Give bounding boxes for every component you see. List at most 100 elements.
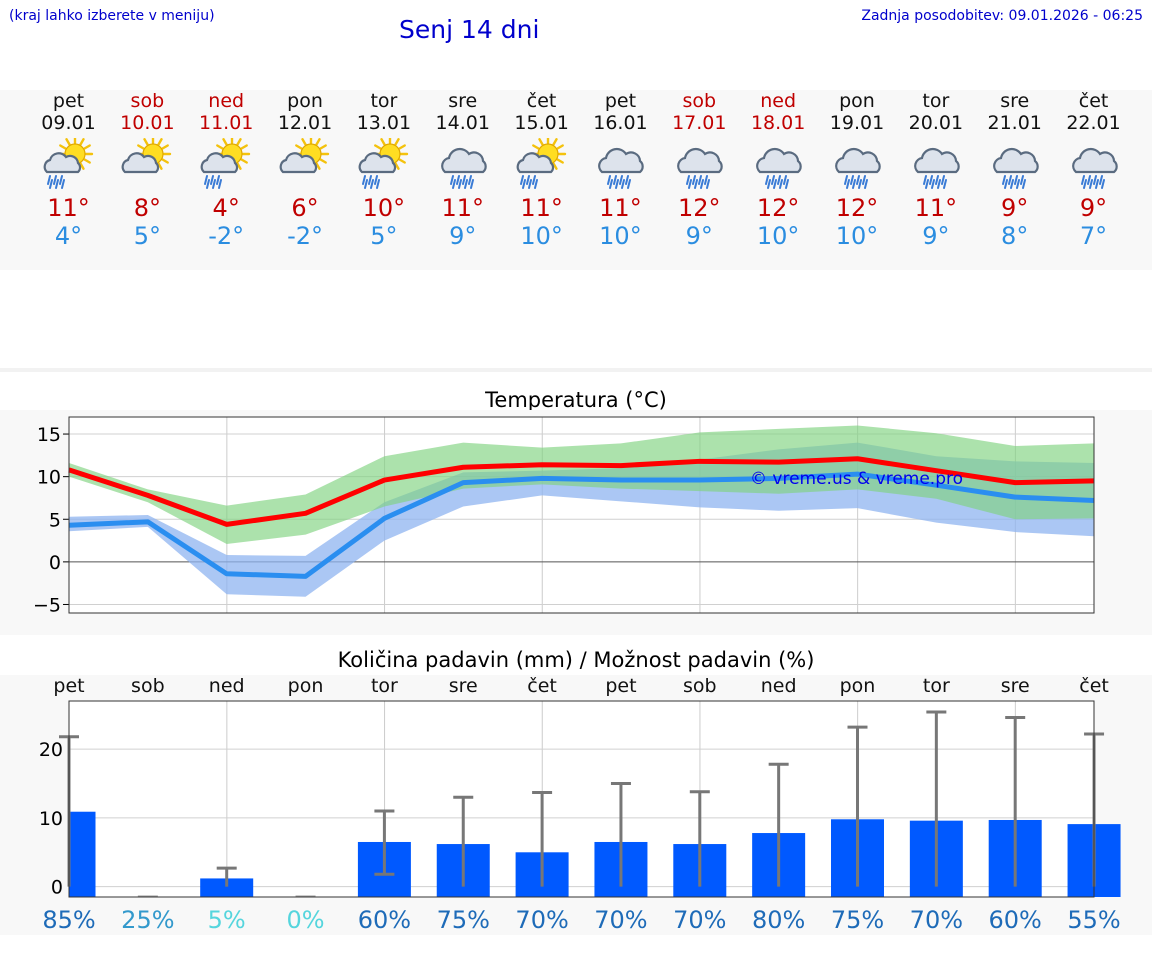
probability-label: 85% xyxy=(42,906,95,934)
temp-max: 8° xyxy=(133,194,161,222)
temp-max: 12° xyxy=(835,194,879,222)
page-title: Senj 14 dni xyxy=(399,15,540,44)
temp-min: 10° xyxy=(520,222,563,250)
sun-cloud-rain-icon xyxy=(200,138,251,189)
temp-min: 5° xyxy=(370,222,398,250)
cloud-rain-icon xyxy=(440,147,487,189)
temperature-chart: −5 0 5 10 15 © vreme.us & vreme.pro xyxy=(33,416,1095,616)
category-label: čet xyxy=(527,675,557,697)
temp-max: 11° xyxy=(520,194,563,222)
temp-min: 4° xyxy=(54,222,83,250)
probability-label: 70% xyxy=(673,906,726,934)
category-label: čet xyxy=(1079,675,1109,697)
day-date: 13.01 xyxy=(356,112,412,134)
temp-min: 5° xyxy=(133,222,161,250)
temp-max: 10° xyxy=(362,194,406,222)
day-date: 14.01 xyxy=(435,112,490,134)
probability-label: 0% xyxy=(287,906,325,934)
y-tick-label: −5 xyxy=(33,594,61,616)
cloud-rain-icon xyxy=(598,147,645,189)
max-temp-line xyxy=(68,456,1095,527)
temp-max: 9° xyxy=(1001,194,1029,222)
day-name: čet xyxy=(1078,90,1109,112)
category-label: sre xyxy=(1001,675,1030,697)
day-name: tor xyxy=(922,90,950,112)
category-label: pet xyxy=(53,675,84,697)
probability-label: 75% xyxy=(831,906,884,934)
day-name: pon xyxy=(839,90,875,112)
min-temp-line xyxy=(68,471,1095,579)
forecast-day: tor 20.01 11° 9° xyxy=(896,90,975,250)
forecast-day: sre 14.01 11° 9° xyxy=(423,90,502,250)
temp-min: 7° xyxy=(1079,222,1108,250)
day-date: 09.01 xyxy=(41,112,96,134)
day-date: 12.01 xyxy=(277,112,333,134)
watermark: © vreme.us & vreme.pro xyxy=(750,469,963,489)
day-date: 15.01 xyxy=(514,112,569,134)
precipitation-chart-title: Količina padavin (mm) / Možnost padavin … xyxy=(337,648,815,672)
cloud-rain-icon xyxy=(992,147,1039,189)
day-date: 10.01 xyxy=(120,112,175,134)
plot-frame xyxy=(68,416,1095,614)
probability-label: 70% xyxy=(594,906,647,934)
day-name: ned xyxy=(760,90,797,112)
category-label: pon xyxy=(840,675,876,697)
day-name: pon xyxy=(287,90,323,112)
cloud-rain-icon xyxy=(835,147,881,189)
day-name: sob xyxy=(130,90,165,112)
day-date: 18.01 xyxy=(750,112,806,134)
temp-max: 11° xyxy=(599,194,642,222)
day-name: pet xyxy=(604,90,637,112)
forecast-day: sre 21.01 9° 8° xyxy=(975,90,1054,250)
forecast-day: ned 18.01 12° 10° xyxy=(739,90,818,250)
temp-min: 10° xyxy=(835,222,879,250)
temp-min: 10° xyxy=(756,222,800,250)
probability-label: 80% xyxy=(752,906,805,934)
category-label: sob xyxy=(683,675,717,697)
temp-max: 11° xyxy=(914,194,958,222)
temp-min: -2° xyxy=(287,222,324,250)
category-label: ned xyxy=(761,675,797,697)
precip-bar xyxy=(69,811,96,897)
sun-cloud-icon xyxy=(121,138,172,174)
probability-label: 70% xyxy=(515,906,568,934)
y-tick-label: 0 xyxy=(51,877,63,899)
day-name: čet xyxy=(526,90,557,112)
category-label: pon xyxy=(288,675,324,697)
forecast-band xyxy=(0,90,1152,270)
forecast-day: pet 09.01 11° 4° xyxy=(29,90,108,250)
category-label: sre xyxy=(449,675,478,697)
temp-min: 8° xyxy=(1001,222,1029,250)
y-tick-label: 10 xyxy=(39,808,63,830)
day-name: pet xyxy=(52,90,85,112)
sun-cloud-rain-icon xyxy=(358,138,409,189)
plot-frame xyxy=(68,700,1095,898)
temp-max: 11° xyxy=(441,194,485,222)
forecast-day: čet 15.01 11° 10° xyxy=(502,90,581,250)
last-updated: Zadnja posodobitev: 09.01.2026 - 06:25 xyxy=(861,8,1143,24)
temp-min: 9° xyxy=(449,222,477,250)
day-name: sob xyxy=(682,90,717,112)
probability-label: 60% xyxy=(989,906,1042,934)
temp-max: 11° xyxy=(47,194,90,222)
cloud-rain-icon xyxy=(756,147,802,189)
temp-min: 9° xyxy=(685,222,713,250)
day-date: 17.01 xyxy=(672,112,727,134)
forecast-day: ned 11.01 4° -2° xyxy=(187,90,266,250)
probability-label: 60% xyxy=(358,906,411,934)
forecast-day: pon 12.01 6° -2° xyxy=(266,90,345,250)
category-label: tor xyxy=(923,675,950,697)
probability-label: 25% xyxy=(121,906,174,934)
day-name: sre xyxy=(448,90,478,112)
y-tick-label: 15 xyxy=(37,424,61,446)
sun-cloud-rain-icon xyxy=(43,138,93,189)
forecast-day: sob 17.01 12° 9° xyxy=(660,90,739,250)
day-date: 19.01 xyxy=(829,112,885,134)
day-date: 22.01 xyxy=(1066,112,1121,134)
category-label: tor xyxy=(371,675,398,697)
day-date: 21.01 xyxy=(987,112,1042,134)
sun-cloud-icon xyxy=(279,138,330,174)
max-range-band xyxy=(69,425,1095,544)
probability-label: 5% xyxy=(208,906,246,934)
cloud-rain-icon xyxy=(1071,147,1118,189)
